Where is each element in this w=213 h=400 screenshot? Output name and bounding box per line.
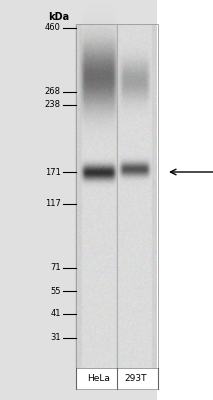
Text: 268: 268 <box>45 88 61 96</box>
Text: 71: 71 <box>50 264 61 272</box>
Text: 171: 171 <box>45 168 61 176</box>
Bar <box>76 24 158 368</box>
Text: 55: 55 <box>50 287 61 296</box>
Text: 293T: 293T <box>124 374 147 383</box>
Text: kDa: kDa <box>48 12 69 22</box>
Text: 31: 31 <box>50 334 61 342</box>
Bar <box>76 368 158 389</box>
Text: 460: 460 <box>45 24 61 32</box>
Text: HeLa: HeLa <box>88 374 111 383</box>
Text: 117: 117 <box>45 200 61 208</box>
Text: 238: 238 <box>45 100 61 109</box>
Text: 41: 41 <box>50 310 61 318</box>
